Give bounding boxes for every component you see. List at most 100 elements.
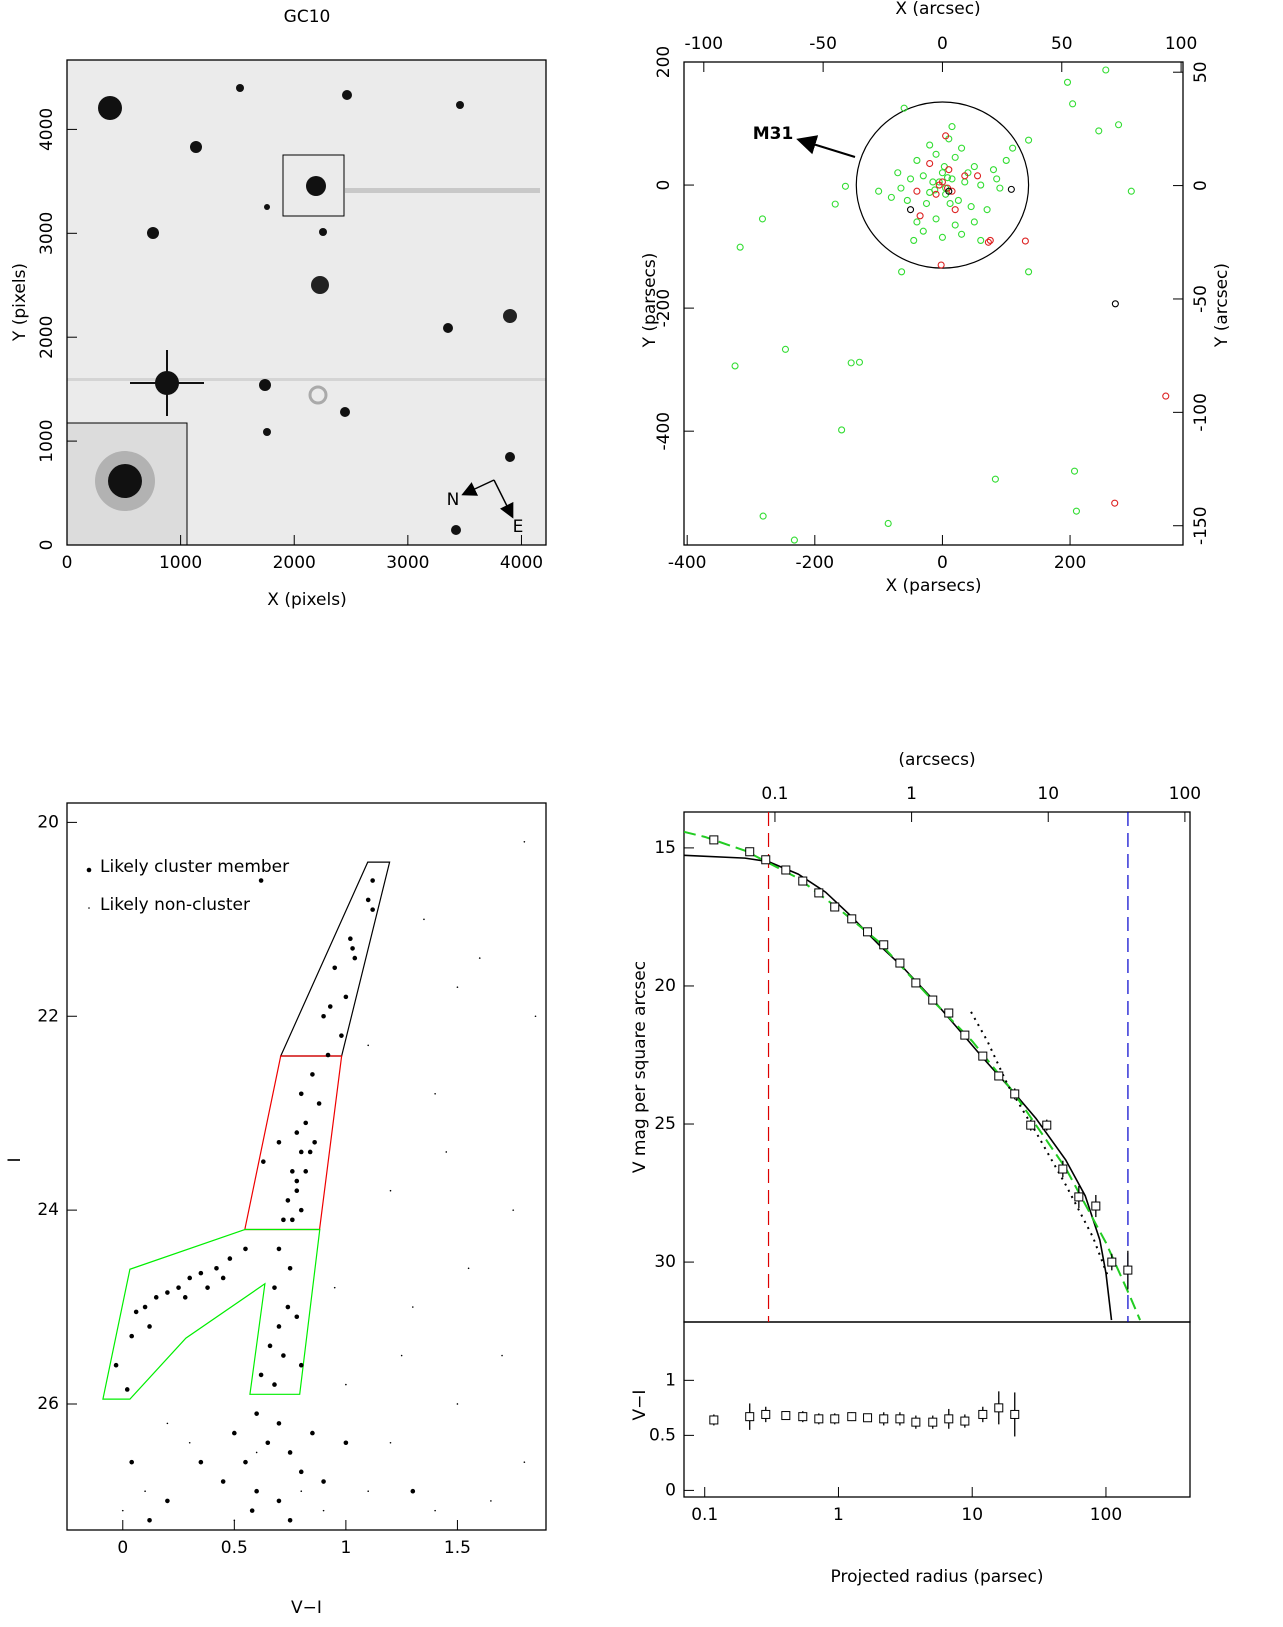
data-point — [875, 187, 883, 195]
data-point — [348, 936, 353, 942]
data-point — [1025, 268, 1033, 276]
data-point — [198, 1459, 204, 1465]
data-point — [1025, 136, 1033, 144]
data-point — [926, 188, 934, 196]
data-point — [285, 1304, 291, 1310]
data-point — [1070, 467, 1079, 475]
data-point — [879, 940, 889, 950]
x2-tick-label: 100 — [1169, 784, 1201, 804]
data-point — [166, 1422, 169, 1425]
data-point — [1102, 66, 1110, 74]
data-point — [133, 1309, 139, 1315]
star — [340, 407, 350, 417]
data-point — [960, 1030, 970, 1040]
data-point — [198, 1270, 204, 1276]
plot-area — [684, 812, 1142, 1322]
data-point — [989, 166, 998, 174]
data-point — [352, 955, 358, 961]
data-point — [978, 1409, 988, 1419]
data-point — [993, 175, 1001, 183]
data-point — [863, 1413, 873, 1423]
data-point — [884, 519, 892, 528]
data-point — [994, 1071, 1004, 1081]
data-point — [400, 1354, 403, 1357]
data-point — [1026, 1120, 1036, 1130]
star — [263, 428, 271, 436]
data-point — [830, 902, 840, 912]
y-axis-label: V mag per square arcsec — [630, 961, 650, 1173]
data-point — [903, 196, 911, 204]
x-tick-label: 0 — [937, 553, 948, 573]
data-point — [243, 1246, 248, 1252]
x-tick-label: 100 — [1090, 1505, 1122, 1525]
data-point — [906, 175, 915, 183]
data-point — [951, 153, 959, 161]
y-tick-label: 4000 — [37, 108, 57, 151]
data-point — [272, 1285, 277, 1290]
data-point — [367, 1490, 369, 1493]
data-point — [898, 268, 906, 276]
x-tick-label: 1000 — [159, 553, 202, 573]
x-tick-label: 1.5 — [444, 1538, 471, 1558]
data-point — [961, 178, 969, 186]
x-tick-label: 1 — [340, 1538, 351, 1558]
data-point — [321, 1013, 326, 1019]
x2-tick-label: 0 — [937, 34, 948, 54]
data-point — [303, 1120, 309, 1126]
data-point — [294, 1178, 300, 1184]
data-point — [389, 1189, 392, 1192]
data-point — [929, 178, 937, 186]
data-point — [316, 1101, 322, 1106]
data-point — [790, 536, 798, 544]
data-point — [781, 345, 790, 353]
data-point — [913, 218, 921, 226]
data-point — [227, 1256, 233, 1261]
x-tick-label: 10 — [961, 1505, 983, 1525]
data-point — [847, 1412, 857, 1422]
galaxy — [308, 385, 328, 405]
m31-arrow — [796, 135, 856, 158]
streak — [67, 378, 546, 381]
frame — [66, 59, 547, 546]
data-point — [897, 184, 905, 192]
data-point — [321, 1479, 326, 1484]
data-point — [523, 840, 526, 843]
data-point — [310, 1072, 315, 1077]
data-point — [960, 1416, 970, 1426]
data-point — [798, 1412, 808, 1422]
data-point — [926, 159, 934, 168]
data-point — [165, 1498, 170, 1504]
star — [98, 96, 122, 120]
data-point — [948, 123, 956, 131]
data-point — [944, 1008, 954, 1018]
data-point — [932, 150, 940, 158]
data-point — [967, 203, 975, 211]
y2-tick-label: -100 — [1191, 393, 1211, 432]
data-point — [423, 918, 425, 921]
data-point — [986, 236, 994, 244]
data-point — [1162, 392, 1170, 400]
data-point — [945, 187, 953, 195]
data-point — [814, 888, 824, 898]
data-point — [1091, 1201, 1101, 1211]
north-arrow — [461, 479, 495, 496]
data-point — [1072, 507, 1080, 515]
data-point — [307, 1149, 313, 1155]
data-point — [745, 847, 755, 857]
data-point — [926, 141, 934, 149]
data-point — [281, 1217, 286, 1223]
data-point — [389, 1441, 392, 1444]
data-point — [434, 1093, 436, 1095]
data-point — [298, 1362, 304, 1368]
data-point — [983, 206, 991, 214]
data-point — [996, 184, 1004, 192]
data-point — [994, 1403, 1004, 1413]
data-point — [745, 1412, 755, 1422]
data-point — [165, 1290, 170, 1295]
y-tick-label: 30 — [654, 1252, 676, 1272]
sky-image — [66, 60, 546, 546]
data-point — [758, 215, 767, 223]
data-point — [456, 986, 459, 988]
data-point — [951, 221, 959, 229]
